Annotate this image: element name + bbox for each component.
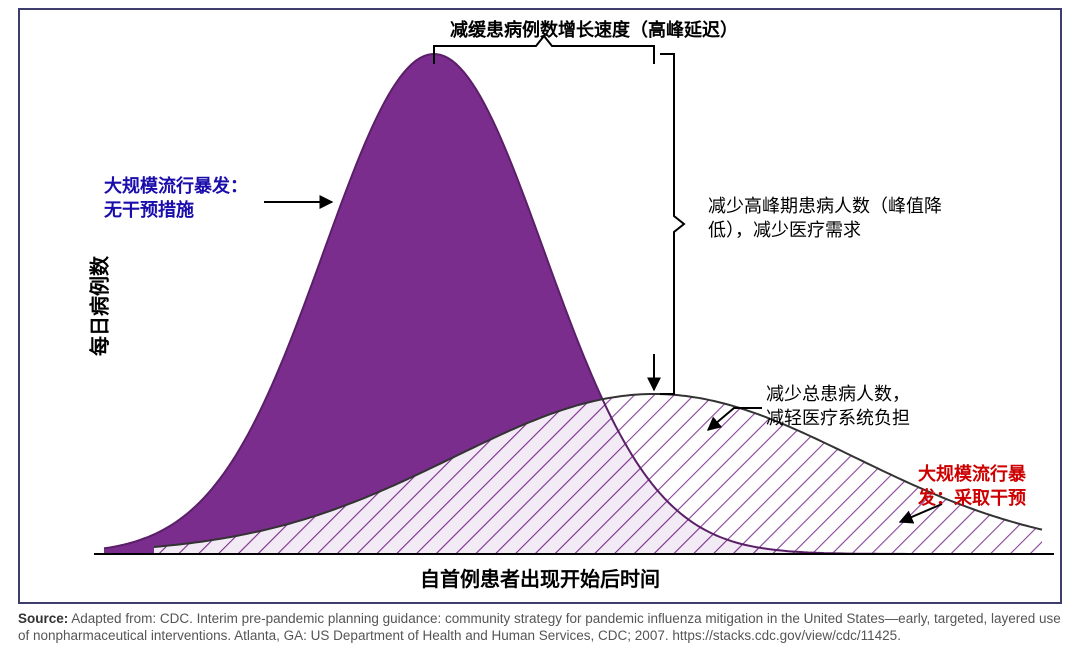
chart-frame: 每日病例数 自首例患者出现开始后时间 减缓患病例数增长速度（高峰延迟） 大规模流…: [18, 8, 1062, 604]
source-text: Adapted from: CDC. Interim pre-pandemic …: [18, 611, 1061, 643]
top-brace-label: 减缓患病例数增长速度（高峰延迟）: [384, 18, 804, 42]
source-prefix: Source:: [18, 611, 68, 626]
source-citation: Source: Adapted from: CDC. Interim pre-p…: [18, 610, 1062, 645]
right-brace: [660, 54, 684, 394]
plot-area: 减缓患病例数增长速度（高峰延迟） 大规模流行暴发：无干预措施 减少高峰期患病人数…: [94, 24, 1054, 572]
right-curve-label: 大规模流行暴发：采取干预: [918, 462, 1068, 511]
chart-svg: [94, 24, 1054, 572]
left-curve-label: 大规模流行暴发：无干预措施: [104, 174, 294, 223]
page: 每日病例数 自首例患者出现开始后时间 减缓患病例数增长速度（高峰延迟） 大规模流…: [0, 0, 1080, 649]
overlap-label: 减少总患病人数，减轻医疗系统负担: [766, 382, 986, 431]
right-brace-label: 减少高峰期患病人数（峰值降低），减少医疗需求: [708, 194, 968, 243]
